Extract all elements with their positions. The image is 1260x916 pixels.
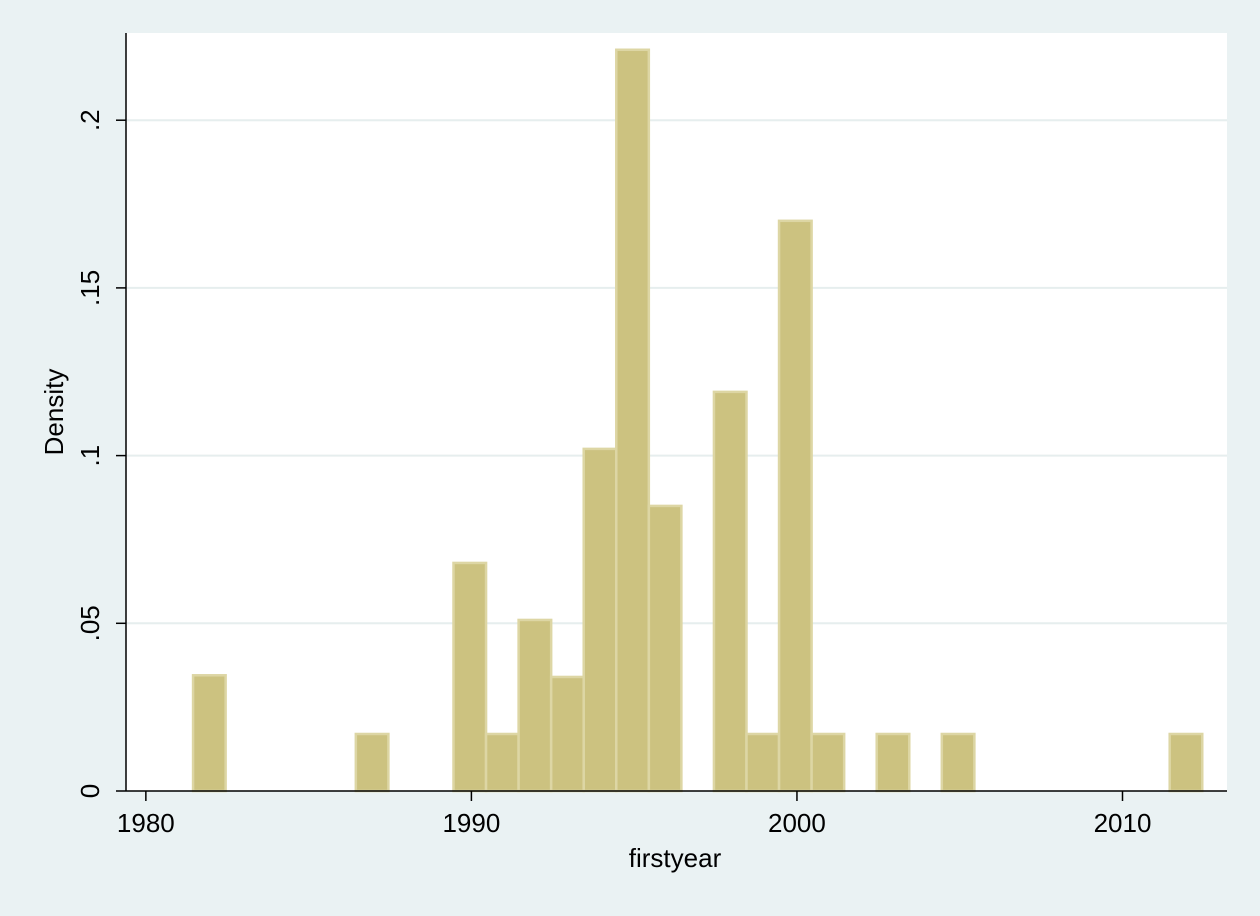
bar (582, 447, 618, 793)
y-tick-label: .2 (75, 109, 105, 131)
x-tick-label: 2010 (1094, 808, 1152, 838)
bar (452, 561, 488, 793)
bar (875, 732, 911, 793)
x-axis-label: firstyear (629, 843, 722, 873)
y-tick-label: 0 (75, 784, 105, 798)
bar (745, 732, 781, 793)
bar (615, 48, 651, 793)
bar (517, 618, 553, 793)
bar (712, 390, 748, 793)
bar (1168, 732, 1204, 793)
bar (777, 219, 813, 793)
bar (940, 732, 976, 793)
x-tick-label: 2000 (768, 808, 826, 838)
y-tick-label: .05 (75, 605, 105, 641)
y-axis-label: Density (39, 369, 69, 456)
bar (549, 675, 585, 793)
y-tick-label: .15 (75, 270, 105, 306)
bar (810, 732, 846, 793)
y-tick-label: .1 (75, 445, 105, 467)
bar (191, 674, 227, 793)
bar (484, 732, 520, 793)
x-tick-label: 1980 (117, 808, 175, 838)
bar (354, 732, 390, 793)
bar (647, 504, 683, 793)
x-tick-label: 1990 (442, 808, 500, 838)
